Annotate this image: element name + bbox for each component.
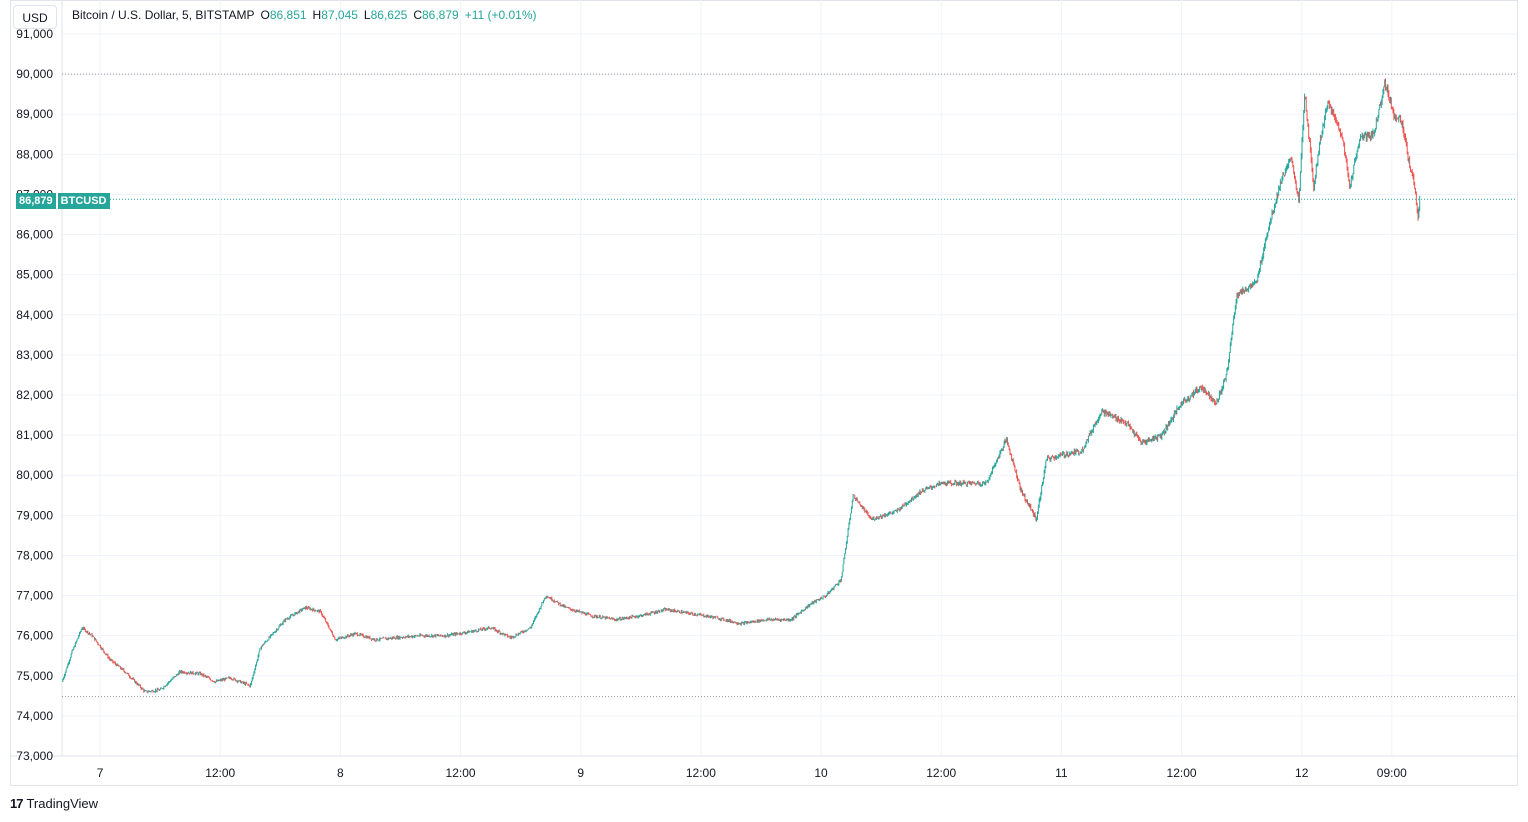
last-price-value: 86,879 [16, 193, 56, 209]
close-label: C [413, 8, 422, 22]
low-value: 86,625 [370, 8, 408, 22]
y-tick-label: 73,000 [16, 749, 53, 763]
high-label: H [312, 8, 322, 22]
y-tick-label: 81,000 [16, 428, 53, 442]
y-tick-label: 79,000 [16, 508, 53, 522]
y-tick-label: 80,000 [16, 468, 53, 482]
symbol-title[interactable]: Bitcoin / U.S. Dollar, 5, BITSTAMP [72, 8, 255, 22]
open-value: 86,851 [269, 8, 307, 22]
x-tick-label: 12:00 [1167, 766, 1197, 780]
x-tick-label: 12:00 [686, 766, 716, 780]
high-value: 87,045 [321, 8, 358, 22]
y-tick-label: 75,000 [16, 669, 53, 683]
y-tick-label: 89,000 [16, 107, 53, 121]
y-tick-label: 88,000 [16, 147, 53, 161]
close-value: 86,879 [421, 8, 459, 22]
open-label: O [260, 8, 270, 22]
x-tick-label: 12:00 [205, 766, 235, 780]
x-tick-label: 12:00 [446, 766, 476, 780]
price-axis[interactable]: 73,000 74,000 75,000 76,000 77,000 78,000 79,0… [16, 27, 53, 763]
low-label: L [363, 8, 371, 22]
x-tick-label: 09:00 [1377, 766, 1407, 780]
candles [62, 78, 1421, 694]
x-tick-label: 9 [577, 766, 584, 780]
tradingview-logo-icon: 17 [10, 796, 24, 811]
tradingview-brand[interactable]: 17 TradingView [10, 796, 98, 811]
x-tick-label: 12:00 [926, 766, 956, 780]
y-tick-label: 84,000 [16, 308, 53, 322]
symbol-legend: Bitcoin / U.S. Dollar, 5, BITSTAMP O86,8… [72, 8, 537, 22]
x-tick-label: 8 [337, 766, 344, 780]
y-tick-label: 90,000 [16, 67, 53, 81]
y-tick-label: 74,000 [16, 709, 53, 723]
ticker-label: BTCUSD [57, 193, 110, 209]
brand-name: TradingView [26, 796, 99, 811]
y-tick-label: 76,000 [16, 629, 53, 643]
price-change: +11 (+0.01%) [464, 8, 537, 22]
ohlc-low: L86,625 [364, 8, 407, 22]
y-tick-label: 77,000 [16, 589, 53, 603]
currency-button[interactable]: USD [13, 5, 57, 29]
chart-frame [10, 0, 1518, 786]
y-tick-label: 91,000 [16, 27, 53, 41]
y-tick-label: 78,000 [16, 548, 53, 562]
time-axis[interactable]: 7 12:00 8 12:00 9 12:00 10 12:00 11 12:00 12 09:00 [97, 766, 1407, 780]
x-tick-label: 12 [1295, 766, 1309, 780]
x-tick-label: 10 [814, 766, 828, 780]
ohlc-high: H87,045 [313, 8, 358, 22]
ohlc-close: C86,879 [413, 8, 458, 22]
ohlc-open: O86,851 [261, 8, 307, 22]
y-tick-label: 82,000 [16, 388, 53, 402]
y-tick-label: 85,000 [16, 268, 53, 282]
y-tick-label: 83,000 [16, 348, 53, 362]
x-tick-label: 11 [1055, 766, 1068, 780]
y-tick-label: 86,000 [16, 228, 53, 242]
grid-lines [10, 0, 1517, 757]
x-tick-label: 7 [97, 766, 104, 780]
last-price-badge: 86,879 BTCUSD [16, 193, 110, 209]
reference-lines [62, 73, 1517, 698]
